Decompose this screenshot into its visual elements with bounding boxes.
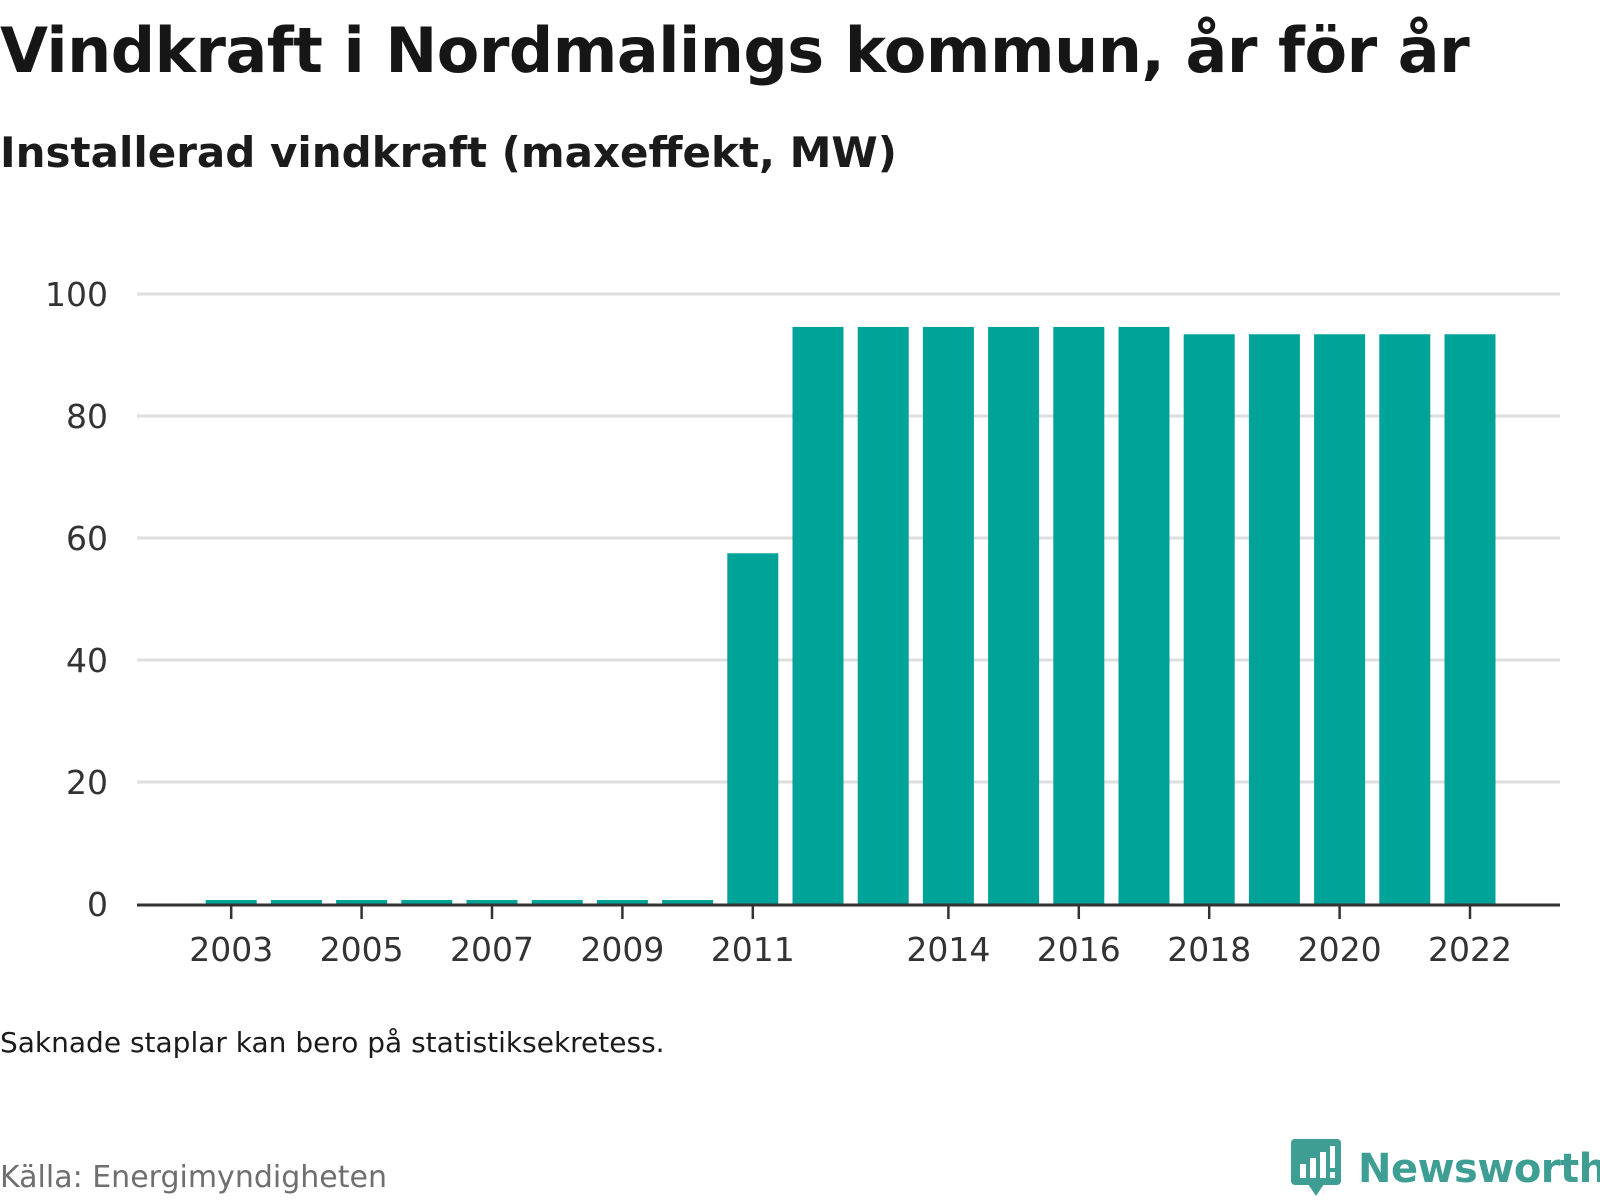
- x-tick-label: 2020: [1298, 930, 1382, 969]
- x-tick-label: 2018: [1167, 930, 1251, 969]
- y-tick-label: 0: [87, 885, 108, 924]
- bar-2022: [1444, 334, 1496, 904]
- bar-2017: [1118, 326, 1170, 904]
- y-axis-labels: 0 20 40 60 80 100: [45, 275, 108, 924]
- bar-2006: [401, 900, 453, 904]
- bar-2011: [727, 553, 779, 904]
- bars: [205, 326, 1496, 904]
- x-tick-label: 2009: [580, 930, 664, 969]
- y-tick-label: 100: [45, 275, 108, 314]
- y-tick-label: 60: [66, 519, 108, 558]
- x-tick-label: 2016: [1037, 930, 1121, 969]
- brand-name: Newsworthy: [1358, 1146, 1600, 1192]
- x-tick-label: 2005: [320, 930, 404, 969]
- footnote: Saknade staplar kan bero på statistiksek…: [0, 1026, 665, 1059]
- bar-2007: [466, 900, 518, 904]
- bar-2015: [988, 326, 1040, 904]
- bar-chart-speech-bubble-icon: [1291, 1139, 1341, 1196]
- chart-subtitle: Installerad vindkraft (maxeffekt, MW): [0, 128, 897, 177]
- bar-2014: [922, 326, 974, 904]
- bar-2016: [1053, 326, 1105, 904]
- x-tick-label: 2007: [450, 930, 534, 969]
- x-tick-label: 2022: [1428, 930, 1512, 969]
- chart-title: Vindkraft i Nordmalings kommun, år för å…: [0, 14, 1470, 87]
- x-tick-label: 2014: [906, 930, 990, 969]
- y-tick-label: 40: [66, 641, 108, 680]
- source-credit: Källa: Energimyndigheten: [0, 1160, 387, 1195]
- bar-2005: [336, 900, 388, 904]
- x-axis: [137, 903, 1560, 919]
- bar-2004: [270, 900, 322, 904]
- bar-2003: [205, 900, 257, 904]
- y-tick-label: 80: [66, 397, 108, 436]
- bar-2020: [1314, 334, 1366, 904]
- bar-2018: [1183, 334, 1235, 904]
- bar-2019: [1248, 334, 1300, 904]
- bar-2021: [1379, 334, 1431, 904]
- y-tick-label: 20: [66, 763, 108, 802]
- bar-2013: [857, 326, 909, 904]
- bar-2010: [662, 900, 714, 904]
- newsworthy-logo: Newsworthy: [1290, 1139, 1600, 1199]
- bar-2008: [531, 900, 583, 904]
- bar-2009: [596, 900, 648, 904]
- bar-chart: 0 20 40 60 80 100 2003 2005 2007 2009 2011 2014 201…: [45, 275, 1560, 969]
- x-axis-labels: 2003 2005 2007 2009 2011 2014 2016 2018 2020 2022: [189, 930, 1512, 969]
- bar-2012: [792, 326, 844, 904]
- x-tick-label: 2011: [711, 930, 795, 969]
- x-tick-label: 2003: [189, 930, 273, 969]
